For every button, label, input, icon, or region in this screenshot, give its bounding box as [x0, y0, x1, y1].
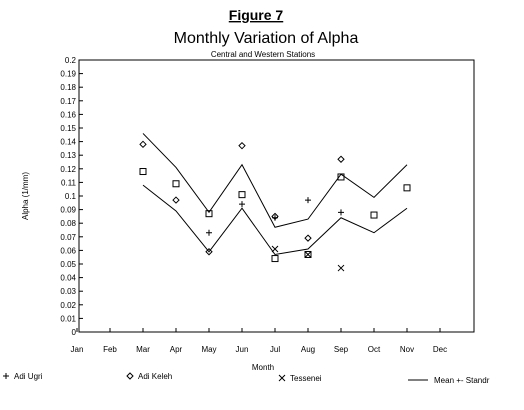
legend-marker-plus [3, 373, 9, 379]
x-tick-label: Oct [368, 345, 381, 354]
chart-subtitle: Central and Western Stations [211, 50, 315, 59]
marker-diamond [139, 140, 147, 149]
marker-square [304, 250, 312, 258]
y-tick-label: 0.02 [60, 301, 76, 310]
mean-std-lower-line [142, 184, 408, 256]
data-markers [139, 140, 411, 272]
marker-plus [239, 201, 245, 208]
y-tick-label: 0.16 [60, 110, 76, 119]
y-tick-label: 0.15 [60, 124, 76, 133]
y-tick-label: 0.08 [60, 219, 76, 228]
legend: Adi Ugri Adi Keleh Tessenei Mean +- Standr [3, 372, 490, 385]
marker-square [238, 191, 246, 199]
marker-square [337, 173, 345, 181]
y-tick-label: 0.14 [60, 138, 76, 147]
marker-square [271, 255, 279, 263]
y-tick-label: 0.11 [61, 178, 77, 187]
x-tick-label: Jan [71, 345, 84, 354]
marker-diamond [304, 234, 312, 242]
marker-diamond [271, 212, 279, 221]
y-tick-label: 0.07 [60, 233, 76, 242]
x-tick-label: Aug [301, 345, 315, 354]
marker-square [403, 184, 411, 192]
marker-square [205, 210, 213, 218]
y-tick-label: 0.13 [60, 151, 76, 160]
x-tick-label: Jun [236, 345, 249, 354]
y-tick-label: 0.17 [60, 97, 76, 106]
y-tick-label: 0.05 [60, 260, 76, 269]
marker-square [139, 168, 147, 176]
x-tick-label: Dec [433, 345, 447, 354]
y-tick-label: 0.06 [60, 246, 76, 255]
marker-diamond [172, 196, 180, 204]
marker-diamond [337, 155, 345, 163]
marker-x [271, 245, 279, 253]
marker-diamond [238, 141, 246, 150]
x-axis-title: Month [252, 363, 274, 372]
marker-plus [305, 197, 311, 204]
legend-label: Adi Keleh [138, 372, 172, 381]
marker-plus [206, 229, 212, 236]
y-tick-label: 0.18 [60, 83, 76, 92]
x-tick-label: Mar [136, 345, 150, 354]
y-tick-label: 0.12 [60, 165, 76, 174]
y-tick-label: 0.01 [60, 314, 76, 323]
x-tick-label: Jul [270, 345, 280, 354]
x-axis: Jan Feb Mar Apr May Jun Jul Aug Sep Oct Nov Dec [71, 328, 447, 354]
legend-marker-x [278, 374, 286, 382]
y-axis: 0 0.01 0.02 0.03 0.04 0.05 0.06 0.07 0.08 0.09 0.1… [60, 56, 83, 337]
marker-square [370, 211, 378, 219]
y-tick-label: 0.1 [65, 192, 77, 201]
x-tick-label: May [201, 345, 216, 354]
y-tick-label: 0.04 [60, 274, 76, 283]
y-axis-title: Alpha (1/mm) [21, 172, 30, 220]
plot-frame [78, 59, 475, 333]
legend-marker-diamond [126, 372, 134, 380]
figure-label: Figure 7 [229, 7, 284, 23]
legend-label: Mean +- Standr [434, 376, 490, 385]
y-tick-label: 0.2 [65, 56, 77, 65]
mean-std-upper-line [142, 133, 408, 228]
marker-plus [338, 209, 344, 216]
marker-square [172, 180, 180, 188]
y-tick-label: 0 [72, 328, 77, 337]
legend-label: Tessenei [290, 374, 322, 383]
chart-title: Monthly Variation of Alpha [174, 30, 359, 47]
x-tick-label: Sep [334, 345, 349, 354]
x-tick-label: Feb [103, 345, 117, 354]
marker-x [337, 264, 345, 272]
y-tick-label: 0.19 [60, 70, 76, 79]
x-tick-label: Apr [170, 345, 183, 354]
mean-std-lines [142, 133, 408, 256]
legend-label: Adi Ugri [14, 372, 43, 381]
y-tick-label: 0.03 [60, 287, 76, 296]
marker-x [304, 251, 312, 258]
y-tick-label: 0.09 [60, 206, 76, 215]
marker-diamond [205, 248, 213, 256]
x-tick-label: Nov [400, 345, 414, 354]
